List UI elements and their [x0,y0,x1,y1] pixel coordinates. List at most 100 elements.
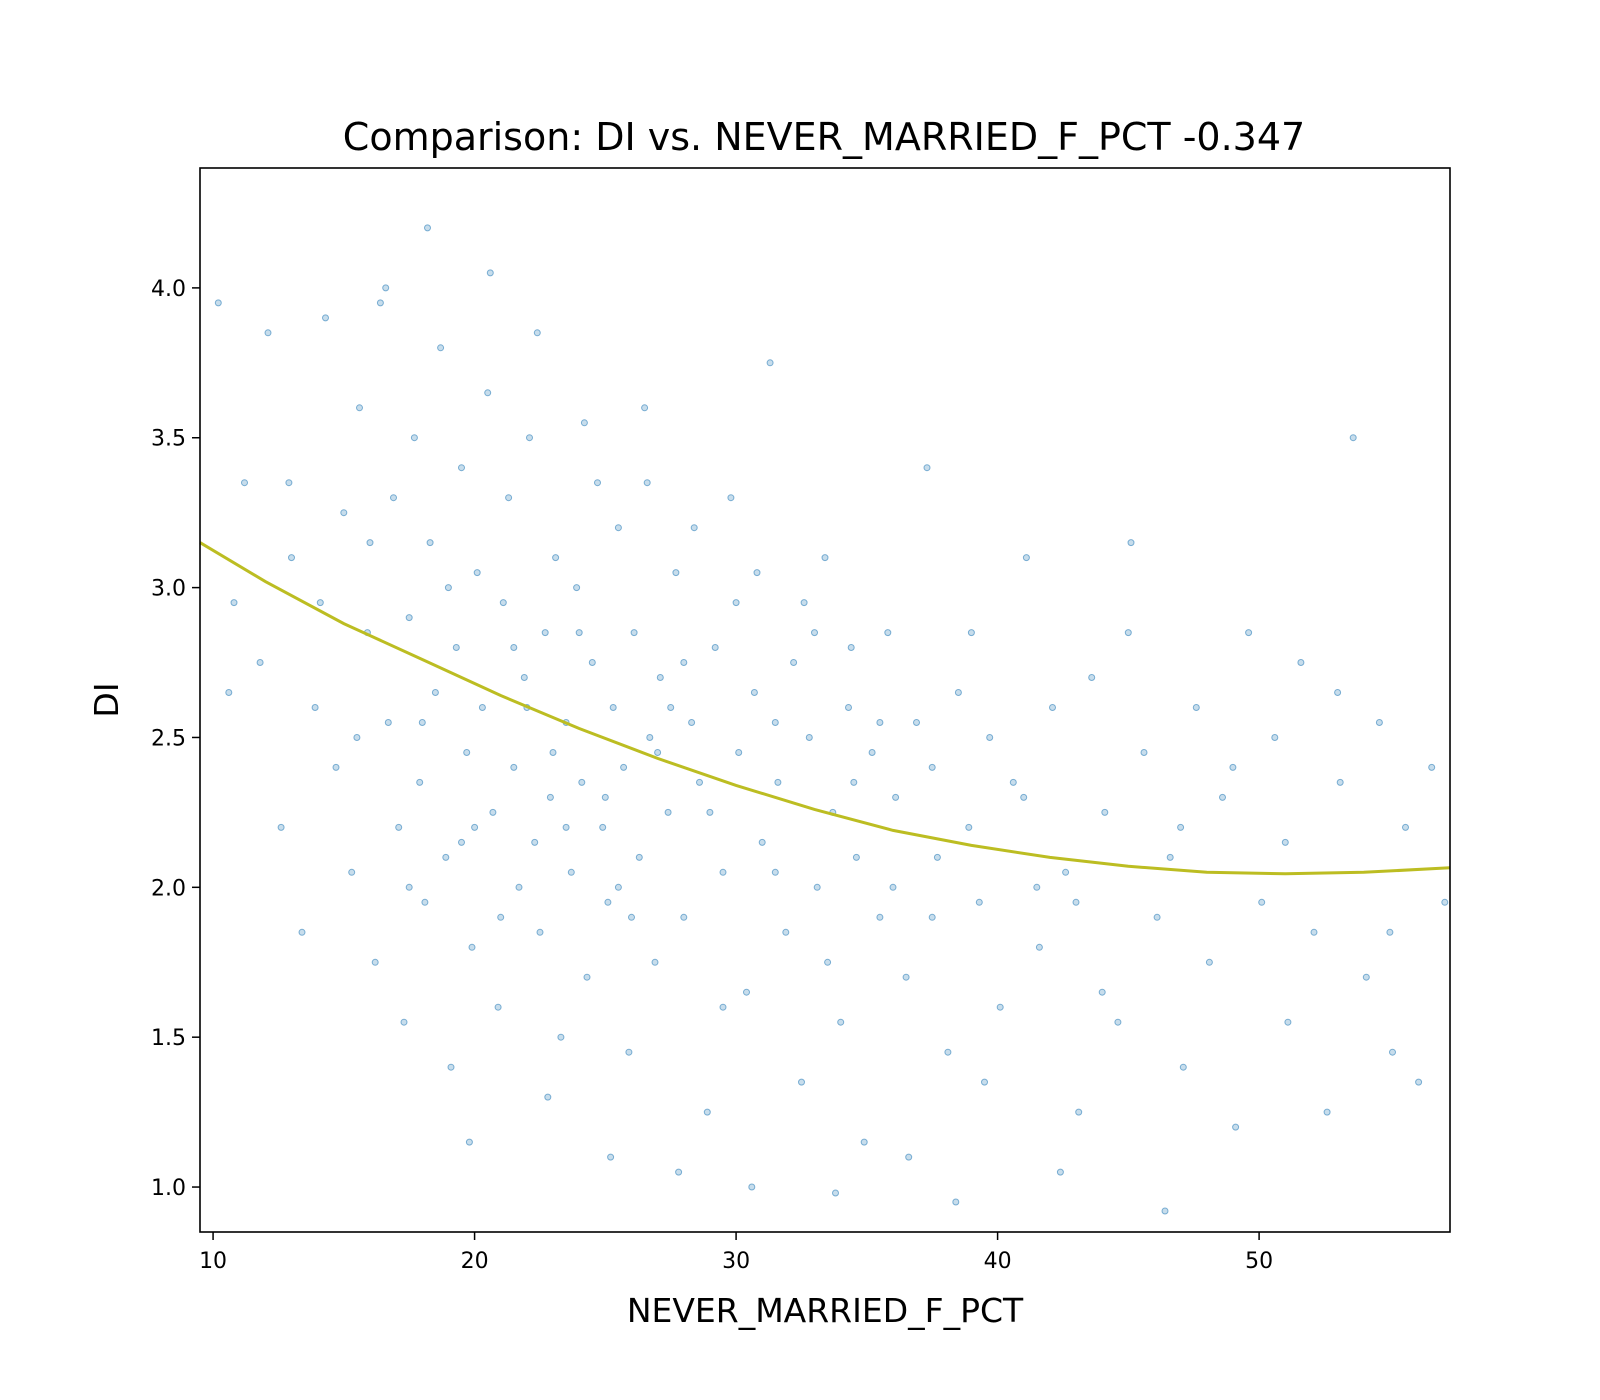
scatter-point [620,763,628,771]
scatter-point [1428,763,1436,771]
scatter-point [1153,913,1161,921]
scatter-point [664,808,672,816]
y-tick-label: 1.5 [151,1026,186,1051]
scatter-point [771,719,779,726]
scatter-point [1022,554,1030,562]
scatter-point [1020,793,1028,801]
scatter-point [311,704,319,711]
scatter-point [515,883,523,891]
scatter-point [719,1003,727,1011]
scatter-point [1258,898,1266,906]
scatter-point [447,1063,455,1071]
scatter-point [288,554,295,562]
scatter-point [635,853,643,861]
scatter-point [1229,763,1237,771]
scatter-point [557,1033,565,1041]
scatter-point [1140,749,1148,756]
scatter-point [860,1138,868,1146]
scatter-point [641,404,649,412]
scatter-point [975,898,983,906]
scatter-point [384,719,392,726]
scatter-point [1349,434,1357,442]
scatter-point [442,853,450,861]
scatter-point [424,224,431,232]
x-tick-label: 40 [984,1249,1012,1274]
scatter-point [680,659,688,666]
scatter-point [552,554,560,562]
scatter-point [285,479,293,487]
scatter-point [672,569,680,577]
scatter-point [711,644,719,651]
scatter-point [1056,1168,1064,1176]
scatter-point [1297,659,1305,666]
scatter-point [264,329,272,337]
scatter-point [1441,898,1449,906]
scatter-point [376,299,384,307]
scatter-point [923,464,931,472]
scatter-point [510,763,518,771]
scatter-point [884,629,892,637]
x-tick-label: 10 [199,1249,227,1274]
scatter-point [418,719,426,726]
scatter-point [868,749,876,756]
scatter-point [852,853,860,861]
scatter-point [371,958,379,966]
scatter-point [510,644,518,651]
scatter-point [484,389,492,397]
x-tick-label: 50 [1245,1249,1273,1274]
scatter-point [1179,1063,1187,1071]
chart-title: Comparison: DI vs. NEVER_MARRIED_F_PCT -… [343,115,1305,159]
scatter-point [1033,883,1041,891]
y-tick-label: 3.5 [151,427,186,452]
scatter-point [400,1018,408,1026]
scatter-point [889,883,897,891]
scatter-point [1075,1108,1083,1116]
scatter-point [667,704,675,711]
scatter-point [753,569,761,577]
scatter-point [497,913,505,921]
scatter-point [225,689,233,696]
scatter-point [1245,629,1253,637]
scatter-point [688,719,696,726]
scatter-point [1281,838,1289,846]
scatter-point [340,509,348,517]
scatter-point [821,554,829,562]
scatter-point [486,269,494,277]
scatter-point [902,973,910,981]
scatter-point [316,599,324,607]
scatter-point [421,898,429,906]
x-axis: 10 20 30 40 50 [199,1232,1273,1274]
y-tick-label: 3.0 [151,577,186,602]
scatter-point [465,1138,473,1146]
scatter-point [1127,539,1135,547]
scatter-point [850,778,858,786]
scatter-point [1362,973,1370,981]
scatter-point [607,1153,615,1161]
scatter-point [536,928,544,936]
scatter-point [458,464,465,472]
scatter-point [489,808,497,816]
y-tick-label: 4.0 [151,277,186,302]
scatter-point [1049,704,1056,711]
scatter-points [214,224,1449,1215]
scatter-point [594,479,601,487]
scatter-point [758,838,766,846]
scatter-point [986,734,994,741]
scatter-point [913,719,920,726]
scatter-point [750,689,758,696]
scatter-point [405,614,413,622]
scatter-point [416,778,424,786]
scatter-point [1310,928,1318,936]
scatter-point [1124,629,1132,637]
scatter-point [505,494,513,502]
scatter-point [996,1003,1004,1011]
scatter-point [298,928,306,936]
scatter-point [743,988,750,996]
scatter-point [471,823,479,831]
scatter-point [1035,943,1043,951]
scatter-point [437,344,445,352]
scatter-point [625,1048,633,1056]
scatter-point [1088,674,1096,681]
scatter-point [798,1078,805,1086]
